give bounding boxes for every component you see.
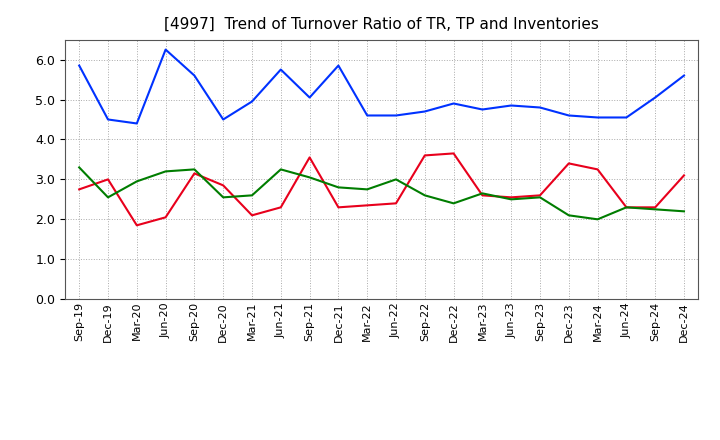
Inventories xyxy=(622,205,631,210)
Trade Payables xyxy=(161,47,170,52)
Inventories xyxy=(190,167,199,172)
Trade Payables xyxy=(334,63,343,68)
Trade Receivables xyxy=(564,161,573,166)
Trade Payables xyxy=(536,105,544,110)
Inventories xyxy=(363,187,372,192)
Trade Payables xyxy=(478,107,487,112)
Inventories xyxy=(305,175,314,180)
Trade Payables xyxy=(75,63,84,68)
Trade Receivables xyxy=(104,177,112,182)
Trade Receivables xyxy=(420,153,429,158)
Trade Receivables xyxy=(651,205,660,210)
Inventories xyxy=(219,195,228,200)
Trade Payables xyxy=(564,113,573,118)
Trade Receivables xyxy=(276,205,285,210)
Trade Payables xyxy=(276,67,285,72)
Inventories xyxy=(449,201,458,206)
Inventories xyxy=(248,193,256,198)
Inventories xyxy=(334,185,343,190)
Trade Receivables xyxy=(248,213,256,218)
Inventories xyxy=(593,216,602,222)
Inventories xyxy=(478,191,487,196)
Trade Payables xyxy=(593,115,602,120)
Trade Receivables xyxy=(190,171,199,176)
Inventories xyxy=(75,165,84,170)
Trade Receivables xyxy=(363,203,372,208)
Trade Payables xyxy=(507,103,516,108)
Trade Receivables xyxy=(478,193,487,198)
Trade Payables xyxy=(420,109,429,114)
Trade Payables xyxy=(622,115,631,120)
Trade Receivables xyxy=(305,155,314,160)
Line: Trade Receivables: Trade Receivables xyxy=(79,154,684,225)
Trade Receivables xyxy=(392,201,400,206)
Inventories xyxy=(651,207,660,212)
Trade Receivables xyxy=(132,223,141,228)
Trade Receivables xyxy=(161,215,170,220)
Trade Payables xyxy=(680,73,688,78)
Line: Trade Payables: Trade Payables xyxy=(79,50,684,124)
Trade Receivables xyxy=(536,193,544,198)
Trade Receivables xyxy=(75,187,84,192)
Inventories xyxy=(104,195,112,200)
Trade Payables xyxy=(219,117,228,122)
Trade Payables xyxy=(449,101,458,106)
Trade Receivables xyxy=(507,195,516,200)
Trade Payables xyxy=(248,99,256,104)
Trade Payables xyxy=(651,95,660,100)
Trade Receivables xyxy=(593,167,602,172)
Inventories xyxy=(536,195,544,200)
Trade Receivables xyxy=(334,205,343,210)
Inventories xyxy=(132,179,141,184)
Inventories xyxy=(392,177,400,182)
Trade Payables xyxy=(132,121,141,126)
Trade Receivables xyxy=(680,173,688,178)
Inventories xyxy=(276,167,285,172)
Trade Payables xyxy=(392,113,400,118)
Trade Receivables xyxy=(219,183,228,188)
Inventories xyxy=(507,197,516,202)
Trade Receivables xyxy=(449,151,458,156)
Inventories xyxy=(564,213,573,218)
Trade Payables xyxy=(305,95,314,100)
Line: Inventories: Inventories xyxy=(79,167,684,219)
Inventories xyxy=(420,193,429,198)
Trade Payables xyxy=(104,117,112,122)
Inventories xyxy=(680,209,688,214)
Trade Payables xyxy=(190,73,199,78)
Trade Receivables xyxy=(622,205,631,210)
Title: [4997]  Trend of Turnover Ratio of TR, TP and Inventories: [4997] Trend of Turnover Ratio of TR, TP… xyxy=(164,16,599,32)
Trade Payables xyxy=(363,113,372,118)
Inventories xyxy=(161,169,170,174)
